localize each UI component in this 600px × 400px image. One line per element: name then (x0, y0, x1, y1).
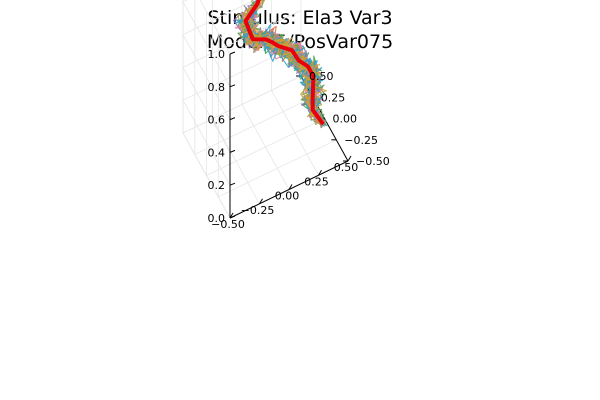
z-tick-2 (229, 149, 236, 153)
x-tick-3 (318, 170, 322, 176)
trial-trace-8-1 (234, 0, 324, 124)
grid-z-back-3 (182, 0, 256, 35)
grid-z-side-1 (182, 100, 231, 186)
y-tick-label-1: −0.25 (344, 134, 378, 147)
grid-z-side-2 (182, 67, 231, 153)
x-tick-label-0: −0.50 (211, 218, 245, 231)
z-tick-label-5: 1.0 (208, 48, 226, 61)
x-tick-0 (229, 212, 234, 219)
z-tick-label-1: 0.2 (208, 179, 226, 192)
z-tick-3 (229, 117, 236, 121)
x-tick-4 (347, 155, 352, 162)
z-tick-label-4: 0.8 (208, 81, 226, 94)
mean-trajectory (243, 0, 325, 125)
chart-title-line-1: Stimulus: Ela3 Var3 (207, 7, 392, 29)
z-tick-4 (229, 84, 236, 88)
y-tick-label-2: 0.00 (333, 113, 358, 126)
mean-layer (243, 0, 325, 125)
x-tick-1 (259, 198, 263, 205)
x-tick-label-1: −0.25 (241, 204, 275, 217)
grid-z-side-5 (199, 0, 231, 55)
grid-z-back-2 (182, 10, 302, 68)
z-tick-label-3: 0.6 (208, 114, 226, 127)
z-tick-label-0: 0.0 (208, 212, 226, 225)
grid-z-side-3 (182, 34, 231, 120)
x-tick-label-4: 0.50 (334, 161, 359, 174)
grid-y-floor-2 (206, 118, 325, 176)
grid-y-floor-3 (194, 96, 313, 155)
trial-trace-9-2 (242, 0, 325, 122)
y-tick-label-4: 0.50 (309, 70, 334, 83)
z-tick-5 (229, 51, 236, 55)
y-tick-label-0: −0.50 (356, 155, 390, 168)
z-tick-1 (229, 182, 236, 186)
x-tick-label-3: 0.25 (304, 175, 329, 188)
grid-z-back-0 (182, 75, 302, 134)
y-tick-label-3: 0.25 (321, 91, 346, 104)
tick-layer: −0.50−0.250.000.250.50−0.50−0.250.000.25… (208, 48, 390, 231)
grid-z-side-0 (182, 132, 231, 219)
x-tick-2 (288, 184, 293, 190)
z-tick-0 (229, 215, 236, 219)
grid-y-floor-1 (218, 139, 337, 198)
z-tick-label-2: 0.4 (208, 146, 226, 159)
grid-z-side-4 (182, 1, 231, 87)
x-tick-label-2: 0.00 (275, 190, 300, 203)
